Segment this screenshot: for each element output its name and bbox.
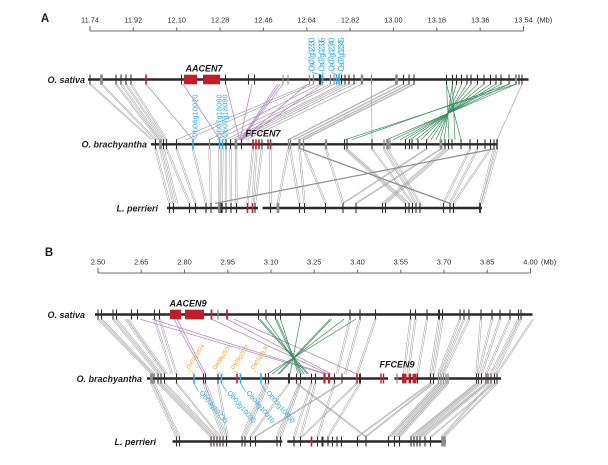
svg-text:3.70: 3.70 [437, 257, 451, 266]
svg-text:12.82: 12.82 [341, 15, 360, 24]
svg-text:FFCEN9: FFCEN9 [379, 360, 414, 370]
svg-text:O. sativa: O. sativa [47, 75, 85, 85]
svg-text:Ob06g10020: Ob06g10020 [191, 94, 200, 138]
svg-text:(Mb): (Mb) [541, 257, 556, 266]
svg-text:12.46: 12.46 [254, 15, 273, 24]
svg-text:13.36: 13.36 [471, 15, 490, 24]
svg-text:3.10: 3.10 [264, 257, 278, 266]
svg-text:O. sativa: O. sativa [47, 310, 85, 320]
svg-text:4.00: 4.00 [523, 257, 537, 266]
svg-text:3.55: 3.55 [394, 257, 408, 266]
svg-text:B: B [45, 247, 53, 259]
svg-text:L. perrieri: L. perrieri [114, 437, 156, 447]
svg-text:A: A [41, 13, 49, 25]
svg-text:3.85: 3.85 [480, 257, 494, 266]
svg-text:3.25: 3.25 [307, 257, 321, 266]
svg-text:11.74: 11.74 [81, 15, 99, 24]
svg-text:11.92: 11.92 [124, 15, 142, 24]
svg-text:2.80: 2.80 [177, 257, 191, 266]
svg-text:O. brachyantha: O. brachyantha [81, 140, 147, 150]
svg-text:Os07g02345: Os07g02345 [337, 37, 346, 72]
svg-text:2.50: 2.50 [91, 257, 105, 266]
svg-text:12.10: 12.10 [167, 15, 186, 24]
svg-text:Ob07g18080: Ob07g18080 [215, 94, 224, 138]
svg-text:O. brachyantha: O. brachyantha [76, 374, 142, 384]
svg-text:12.28: 12.28 [211, 15, 230, 24]
svg-text:13.00: 13.00 [384, 15, 403, 24]
svg-text:L. perrieri: L. perrieri [116, 203, 158, 213]
svg-text:2.95: 2.95 [221, 257, 235, 266]
svg-text:AACEN7: AACEN7 [184, 64, 223, 74]
svg-text:13.54: 13.54 [514, 15, 533, 24]
svg-text:13.18: 13.18 [428, 15, 447, 24]
svg-text:Os07g02330: Os07g02330 [308, 37, 317, 72]
svg-text:FFCEN7: FFCEN7 [245, 129, 281, 139]
svg-text:Ob07g18090: Ob07g18090 [221, 94, 230, 138]
svg-text:Os07g02340: Os07g02340 [328, 37, 337, 72]
svg-text:(Mb): (Mb) [537, 15, 552, 24]
svg-text:3.40: 3.40 [350, 257, 364, 266]
svg-text:AACEN9: AACEN9 [168, 299, 206, 309]
svg-text:12.64: 12.64 [298, 15, 317, 24]
svg-text:Os07g02335: Os07g02335 [318, 37, 327, 72]
svg-text:2.65: 2.65 [134, 257, 148, 266]
